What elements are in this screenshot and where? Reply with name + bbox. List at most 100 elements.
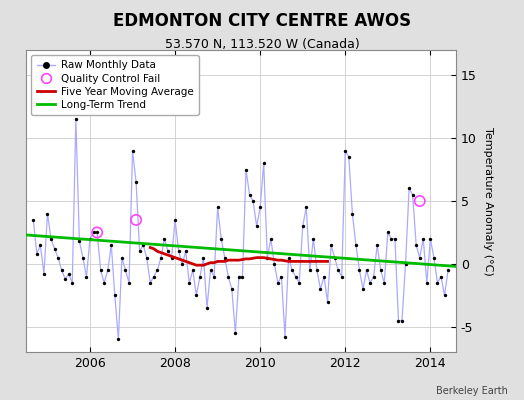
Point <box>181 248 190 254</box>
Point <box>267 236 275 242</box>
Point <box>107 242 115 248</box>
Point <box>277 273 286 280</box>
Point <box>125 280 133 286</box>
Point <box>86 236 94 242</box>
Point <box>61 276 69 282</box>
Point <box>316 286 325 292</box>
Point <box>160 236 169 242</box>
Point <box>64 271 73 277</box>
Point <box>281 334 289 340</box>
Point <box>387 236 396 242</box>
Point <box>419 236 428 242</box>
Point <box>408 192 417 198</box>
Point <box>391 236 399 242</box>
Point <box>285 254 293 261</box>
Point <box>288 267 296 274</box>
Point <box>150 273 158 280</box>
Point <box>213 204 222 210</box>
Text: 53.570 N, 113.520 W (Canada): 53.570 N, 113.520 W (Canada) <box>165 38 359 51</box>
Y-axis label: Temperature Anomaly (°C): Temperature Anomaly (°C) <box>483 127 493 275</box>
Point <box>167 254 176 261</box>
Point <box>440 292 449 298</box>
Point <box>157 254 165 261</box>
Point <box>295 280 303 286</box>
Point <box>174 248 183 254</box>
Point <box>444 267 452 274</box>
Point <box>313 267 321 274</box>
Point <box>437 273 445 280</box>
Point <box>72 116 80 122</box>
Point <box>433 280 442 286</box>
Point <box>373 242 381 248</box>
Point <box>40 271 48 277</box>
Text: Berkeley Earth: Berkeley Earth <box>436 386 508 396</box>
Point <box>100 280 108 286</box>
Point <box>146 280 155 286</box>
Point <box>369 273 378 280</box>
Point <box>217 236 225 242</box>
Point <box>75 238 83 244</box>
Point <box>405 185 413 192</box>
Point <box>263 254 271 261</box>
Point <box>118 254 126 261</box>
Point <box>192 292 201 298</box>
Point <box>345 154 353 160</box>
Point <box>221 254 229 261</box>
Point <box>139 242 147 248</box>
Point <box>43 210 52 217</box>
Point <box>224 273 233 280</box>
Point <box>36 242 45 248</box>
Point <box>384 229 392 236</box>
Point <box>377 267 385 274</box>
Point <box>90 229 98 236</box>
Point <box>305 267 314 274</box>
Point <box>270 261 279 267</box>
Point <box>68 280 77 286</box>
Point <box>185 280 193 286</box>
Point <box>171 217 179 223</box>
Point <box>334 267 342 274</box>
Point <box>355 267 364 274</box>
Point <box>366 280 374 286</box>
Point <box>380 280 388 286</box>
Point <box>178 261 187 267</box>
Legend: Raw Monthly Data, Quality Control Fail, Five Year Moving Average, Long-Term Tren: Raw Monthly Data, Quality Control Fail, … <box>31 55 199 115</box>
Point <box>114 336 123 343</box>
Point <box>210 273 219 280</box>
Point <box>242 166 250 173</box>
Point <box>227 286 236 292</box>
Point <box>199 254 208 261</box>
Point <box>323 298 332 305</box>
Point <box>423 280 431 286</box>
Point <box>341 148 350 154</box>
Point <box>153 267 161 274</box>
Point <box>363 267 371 274</box>
Point <box>82 273 91 280</box>
Point <box>302 204 310 210</box>
Point <box>132 179 140 185</box>
Point <box>32 251 41 257</box>
Point <box>256 204 265 210</box>
Point <box>245 192 254 198</box>
Point <box>235 273 243 280</box>
Point <box>231 330 239 336</box>
Point <box>274 280 282 286</box>
Point <box>430 254 438 261</box>
Point <box>331 254 339 261</box>
Point <box>143 254 151 261</box>
Point <box>394 317 402 324</box>
Point <box>96 267 105 274</box>
Point <box>259 160 268 166</box>
Point <box>189 267 197 274</box>
Point <box>29 217 38 223</box>
Point <box>93 229 101 236</box>
Point <box>203 305 211 311</box>
Point <box>359 286 367 292</box>
Point <box>416 198 424 204</box>
Point <box>132 217 140 223</box>
Point <box>426 236 434 242</box>
Point <box>206 267 215 274</box>
Point <box>253 223 261 229</box>
Point <box>79 254 87 261</box>
Point <box>291 273 300 280</box>
